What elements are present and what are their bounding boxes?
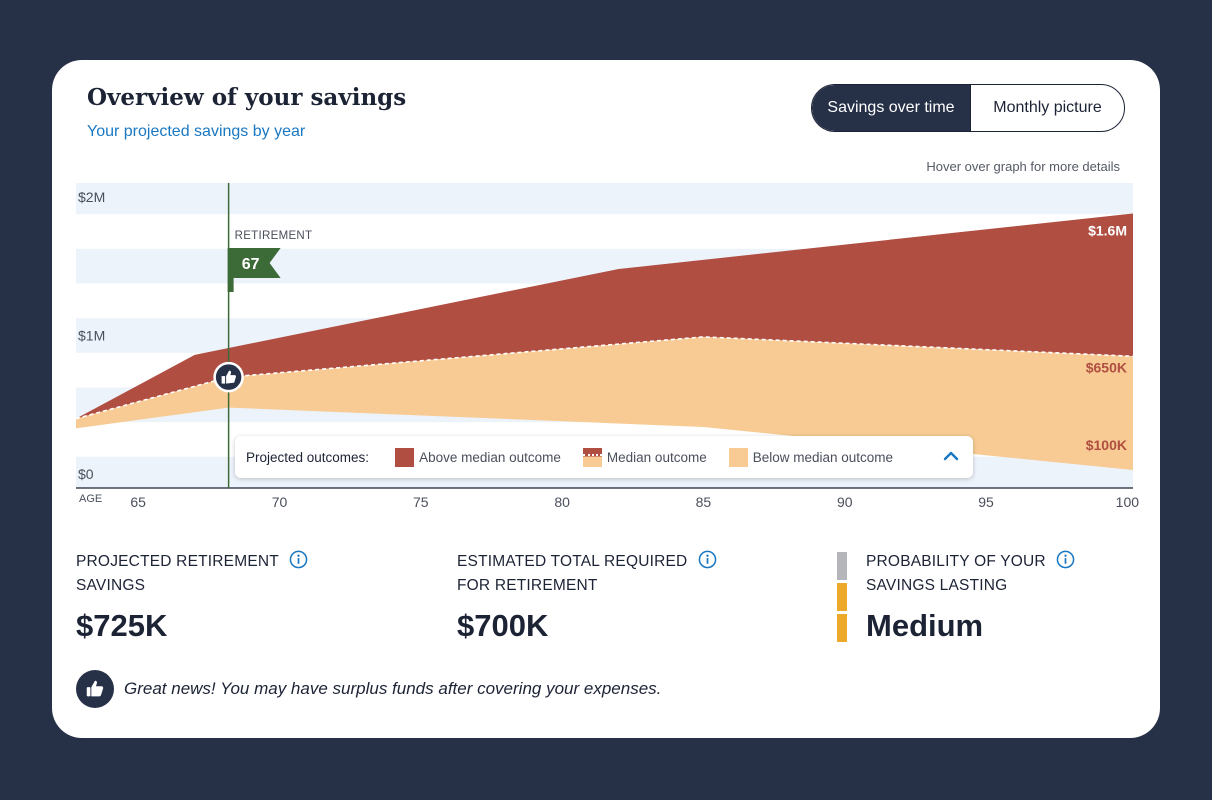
stat-projected-label-2: SAVINGS — [76, 577, 146, 594]
retirement-flag — [227, 248, 281, 292]
thumbs-up-badge — [76, 670, 114, 708]
chevron-up-icon[interactable] — [941, 446, 961, 466]
stat-required-label-2: FOR RETIREMENT — [457, 577, 598, 594]
legend-item-below: Below median outcome — [728, 447, 894, 467]
legend-item-median: Median outcome — [582, 447, 707, 467]
x-axis-label: AGE — [79, 493, 102, 505]
end-value-label: $100K — [1086, 437, 1127, 453]
area-above-median — [76, 213, 1133, 419]
hover-hint: Hover over graph for more details — [926, 159, 1120, 174]
info-icon[interactable] — [1056, 550, 1075, 569]
end-value-label: $1.6M — [1088, 223, 1127, 239]
stat-probability-label-1: PROBABILITY OF YOUR — [866, 553, 1046, 570]
x-tick-label: 65 — [130, 494, 146, 510]
stat-probability-label-2: SAVINGS LASTING — [866, 577, 1008, 594]
x-tick-label: 70 — [272, 494, 288, 510]
x-tick-label: 100 — [1116, 494, 1140, 510]
stat-projected-savings: PROJECTED RETIREMENT SAVINGS $725K — [76, 550, 308, 644]
info-icon[interactable] — [698, 550, 717, 569]
page-title: Overview of your savings — [87, 84, 407, 111]
probability-bar-high — [837, 552, 847, 580]
end-value-label: $650K — [1086, 359, 1127, 375]
status-message: Great news! You may have surplus funds a… — [76, 670, 661, 708]
view-toggle: Savings over time Monthly picture — [811, 84, 1125, 132]
legend-swatch-below — [728, 447, 748, 467]
stat-required-value: $700K — [457, 608, 549, 643]
monthly-picture-button[interactable]: Monthly picture — [970, 85, 1124, 131]
savings-overview-card: Overview of your savings Your projected … — [52, 60, 1160, 738]
legend-swatch-above — [395, 447, 415, 467]
legend-swatch-median — [582, 447, 602, 467]
x-tick-label: 90 — [837, 494, 853, 510]
legend-label-median: Median outcome — [606, 449, 707, 465]
x-tick-label: 85 — [696, 494, 712, 510]
grid-stripe — [76, 183, 1133, 215]
legend-label-below: Below median outcome — [752, 449, 894, 465]
stat-projected-label-1: PROJECTED RETIREMENT — [76, 553, 279, 570]
thumbs-up-icon-hand — [226, 370, 236, 384]
retirement-label: RETIREMENT — [235, 230, 313, 242]
legend-label-above: Above median outcome — [419, 449, 561, 465]
stat-required-savings: ESTIMATED TOTAL REQUIRED FOR RETIREMENT … — [457, 550, 717, 644]
probability-meter — [837, 552, 847, 645]
probability-bar-medium — [837, 583, 847, 611]
stat-required-label-1: ESTIMATED TOTAL REQUIRED — [457, 553, 688, 570]
status-message-text: Great news! You may have surplus funds a… — [124, 679, 662, 698]
chart-legend: Projected outcomes: Above median outcome… — [235, 436, 973, 478]
retirement-age-flag-text: 67 — [242, 256, 260, 273]
x-tick-label: 80 — [554, 494, 570, 510]
probability-bar-low — [837, 614, 847, 642]
thumbs-up-icon — [86, 680, 104, 697]
stat-probability: PROBABILITY OF YOUR SAVINGS LASTING Medi… — [866, 550, 1075, 644]
thumbs-up-icon — [221, 376, 226, 384]
y-tick-label: $1M — [78, 328, 105, 344]
legend-title: Projected outcomes: — [246, 449, 370, 465]
chart-subtitle: Your projected savings by year — [87, 123, 306, 140]
stat-probability-value: Medium — [866, 608, 984, 643]
stat-projected-value: $725K — [76, 608, 168, 643]
legend-item-above: Above median outcome — [395, 447, 561, 467]
median-line — [75, 336, 1134, 420]
y-tick-label: $0 — [78, 466, 94, 482]
x-tick-label: 75 — [413, 494, 429, 510]
x-tick-label: 95 — [978, 494, 994, 510]
info-icon[interactable] — [289, 550, 308, 569]
y-tick-label: $2M — [78, 189, 105, 205]
savings-over-time-button[interactable]: Savings over time — [812, 85, 970, 131]
retirement-thumbs-marker[interactable] — [213, 361, 244, 393]
